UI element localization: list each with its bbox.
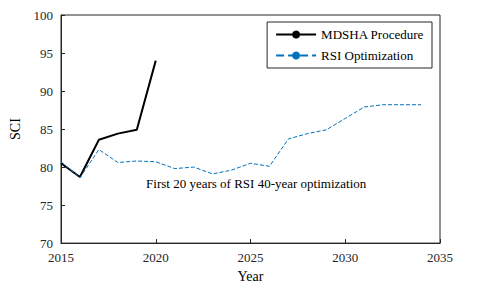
svg-text:90: 90 <box>40 84 53 99</box>
svg-text:2035: 2035 <box>427 250 453 265</box>
svg-text:2020: 2020 <box>143 250 169 265</box>
svg-text:MDSHA Procedure: MDSHA Procedure <box>321 27 423 42</box>
svg-text:2030: 2030 <box>332 250 358 265</box>
svg-text:75: 75 <box>40 198 53 213</box>
svg-text:2015: 2015 <box>48 250 74 265</box>
svg-text:100: 100 <box>34 8 54 23</box>
svg-text:2025: 2025 <box>238 250 264 265</box>
svg-text:85: 85 <box>40 122 53 137</box>
svg-text:80: 80 <box>40 160 53 175</box>
svg-text:RSI Optimization: RSI Optimization <box>321 48 414 63</box>
svg-text:95: 95 <box>40 46 53 61</box>
svg-text:Year: Year <box>238 269 264 284</box>
svg-text:First 20 years of RSI 40-year: First 20 years of RSI 40-year optimizati… <box>146 176 367 191</box>
svg-text:SCI: SCI <box>8 118 23 140</box>
svg-text:70: 70 <box>40 236 53 251</box>
